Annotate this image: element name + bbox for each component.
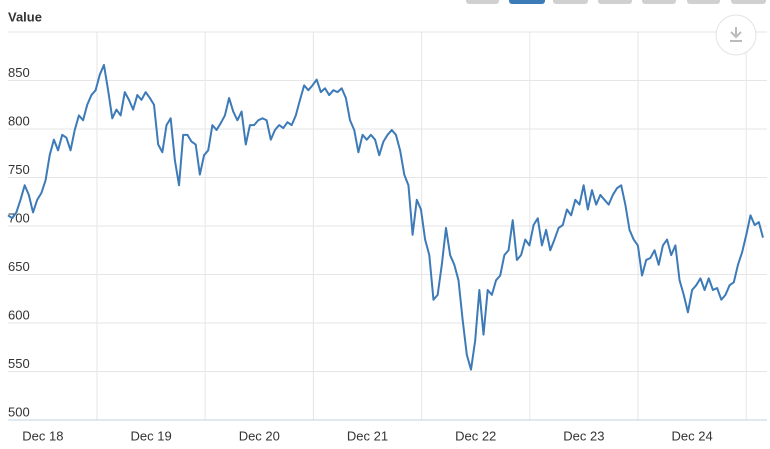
range-button[interactable]: [466, 0, 499, 4]
y-tick-label: 550: [8, 356, 30, 371]
y-tick-label: 800: [8, 113, 30, 128]
data-line: [7, 63, 764, 371]
range-button[interactable]: [598, 0, 632, 4]
range-button[interactable]: [553, 0, 588, 4]
range-button[interactable]: [731, 0, 766, 4]
x-tick-label: Dec 23: [563, 428, 604, 443]
x-tick-label: Dec 20: [239, 428, 280, 443]
x-tick-label: Dec 24: [671, 428, 712, 443]
x-tick-label: Dec 21: [347, 428, 388, 443]
y-tick-label: 500: [8, 404, 30, 419]
range-button[interactable]: [509, 0, 545, 4]
grid: [8, 32, 767, 421]
x-tick-label: Dec 18: [22, 428, 63, 443]
range-buttons: [466, 0, 766, 4]
range-button[interactable]: [642, 0, 676, 4]
y-tick-label: 650: [8, 259, 30, 274]
y-tick-label: 850: [8, 65, 30, 80]
download-button[interactable]: [715, 14, 757, 56]
y-tick-label: 750: [8, 162, 30, 177]
x-tick-label: Dec 22: [455, 428, 496, 443]
download-icon[interactable]: [730, 27, 742, 42]
range-button[interactable]: [687, 0, 720, 4]
x-tick-label: Dec 19: [130, 428, 171, 443]
y-tick-label: 600: [8, 307, 30, 322]
y-axis-label: Value: [8, 9, 42, 24]
y-tick-label: 700: [8, 210, 30, 225]
